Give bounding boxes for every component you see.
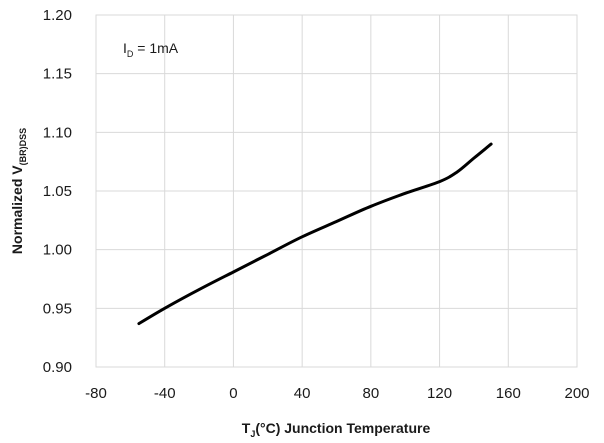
x-tick-label: -40	[154, 385, 176, 402]
y-tick-label: 0.95	[43, 300, 72, 317]
x-tick-label: 200	[564, 385, 589, 402]
y-tick-label: 1.20	[43, 7, 72, 24]
series-line	[137, 142, 493, 326]
y-tick-label: 1.15	[43, 66, 72, 83]
y-tick-labels: 0.90 0.95 1.00 1.05 1.10 1.15 1.20	[43, 7, 72, 376]
x-tick-label: 80	[363, 385, 380, 402]
x-tick-label: 40	[294, 385, 311, 402]
series-lines	[137, 142, 493, 326]
y-tick-label: 1.05	[43, 183, 72, 200]
x-tick-label: 160	[496, 385, 521, 402]
y-tick-label: 1.10	[43, 124, 72, 141]
y-axis-label: Normalized V(BR)DSS	[9, 128, 28, 254]
x-tick-labels: -80 -40 0 40 80 120 160 200	[85, 385, 589, 402]
x-axis-label: TJ(°C) Junction Temperature	[242, 420, 431, 439]
y-tick-label: 1.00	[43, 242, 72, 259]
annotation-label: ID = 1mA	[123, 40, 179, 59]
x-tick-label: 120	[427, 385, 452, 402]
y-tick-label: 0.90	[43, 359, 72, 376]
x-tick-label: 0	[229, 385, 237, 402]
x-tick-label: -80	[85, 385, 107, 402]
